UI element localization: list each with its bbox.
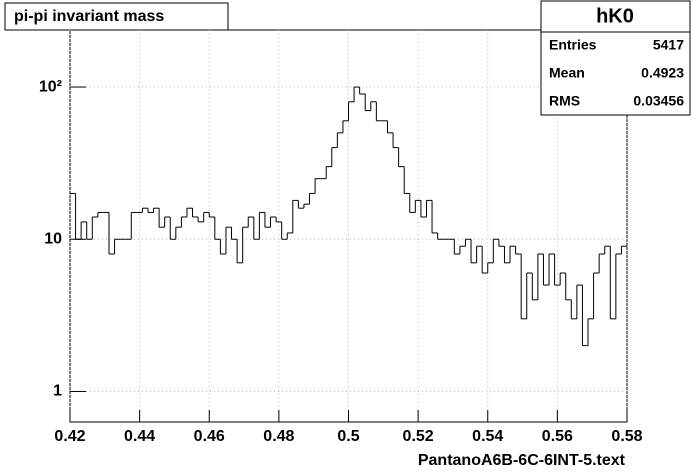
x-tick-label: 0.56 xyxy=(542,428,573,445)
chart-title: pi-pi invariant mass xyxy=(14,8,164,25)
x-tick-label: 0.44 xyxy=(124,428,155,445)
stats-value: 0.4923 xyxy=(641,65,684,81)
y-tick-label: 10 xyxy=(44,230,62,247)
y-tick-label: 1 xyxy=(53,383,62,400)
x-tick-label: 0.42 xyxy=(54,428,85,445)
stats-value: 5417 xyxy=(653,37,684,53)
stats-label: Mean xyxy=(549,65,585,81)
x-tick-label: 0.54 xyxy=(472,428,503,445)
stats-value: 0.03456 xyxy=(633,93,684,109)
x-tick-label: 0.48 xyxy=(263,428,294,445)
stats-title: hK0 xyxy=(596,5,634,27)
x-axis-label: PantanoA6B-6C-6INT-5.text xyxy=(418,452,626,469)
x-tick-label: 0.58 xyxy=(611,428,642,445)
y-tick-label: 10² xyxy=(39,78,62,95)
title-box xyxy=(4,2,229,31)
x-tick-label: 0.46 xyxy=(194,428,225,445)
stats-box xyxy=(540,0,691,116)
x-tick-label: 0.52 xyxy=(403,428,434,445)
x-tick-label: 0.5 xyxy=(337,428,359,445)
stats-label: Entries xyxy=(549,37,597,53)
stats-label: RMS xyxy=(549,93,580,109)
